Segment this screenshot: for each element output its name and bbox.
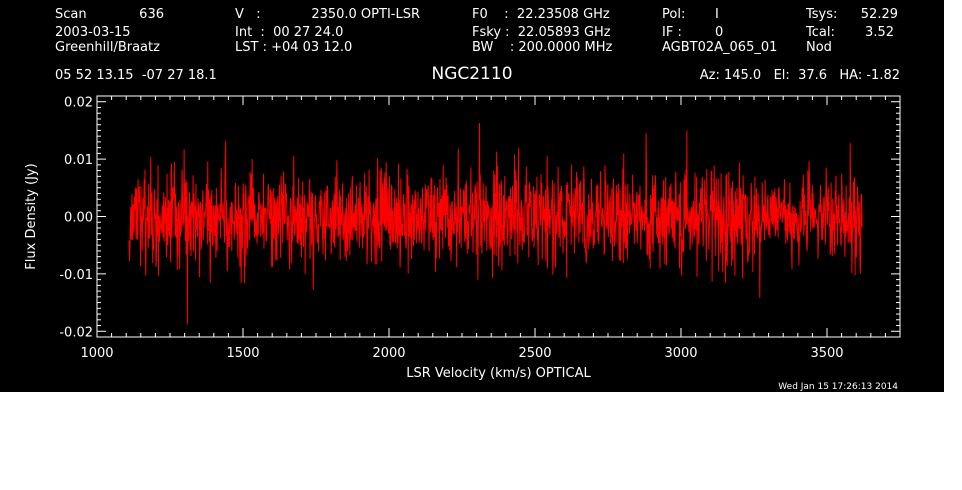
header-observers: Greenhill/Braatz (55, 40, 160, 55)
x-tick-label: 3000 (664, 346, 697, 361)
header-block: Scan 636 2003-03-15 Greenhill/Braatz V :… (55, 7, 900, 84)
y-axis-ticks: -0.02 -0.01 0.00 0.01 0.02 (59, 96, 900, 340)
header-lst: LST : +04 03 12.0 (235, 40, 352, 55)
x-tick-label: 3500 (810, 346, 843, 361)
x-tick-label: 2500 (518, 346, 551, 361)
header-scan-label: Scan (55, 7, 87, 22)
header-switching-mode: Nod (806, 40, 832, 55)
y-tick-label: -0.01 (59, 268, 93, 283)
header-tcal-value: 3.52 (865, 25, 894, 40)
header-pol-value: I (715, 7, 719, 22)
x-axis-ticks: 1000 1500 2000 2500 3000 3500 (80, 96, 901, 361)
x-tick-label: 1000 (80, 346, 113, 361)
spectrum-line (128, 122, 863, 325)
header-sky-frequency: Fsky : 22.05893 GHz (472, 25, 611, 40)
source-name: NGC2110 (431, 64, 512, 84)
header-bandwidth: BW : 200.0000 MHz (472, 40, 613, 55)
header-tsys-label: Tsys: (805, 7, 837, 22)
spectrum-trace-group (128, 122, 863, 325)
y-axis-label: Flux Density (Jy) (24, 163, 39, 269)
timestamp: Wed Jan 15 17:26:13 2014 (778, 382, 898, 392)
y-tick-label: 0.01 (64, 153, 93, 168)
header-rest-frequency: F0 : 22.23508 GHz (472, 7, 610, 22)
spectrum-plot: Scan 636 2003-03-15 Greenhill/Braatz V :… (0, 0, 944, 392)
y-tick-label: 0.02 (64, 96, 93, 111)
header-tsys-value: 52.29 (861, 7, 898, 22)
y-tick-label: -0.02 (59, 325, 93, 340)
header-date: 2003-03-15 (55, 25, 131, 40)
header-tcal-label: Tcal: (805, 25, 835, 40)
header-velocity-value: 2350.0 OPTI-LSR (311, 7, 420, 22)
header-if-label: IF : (662, 25, 682, 40)
header-integration: Int : 00 27 24.0 (235, 25, 343, 40)
header-pol-label: Pol: (662, 7, 685, 22)
header-if-value: 0 (715, 25, 723, 40)
header-pointing: Az: 145.0 El: 37.6 HA: -1.82 (700, 68, 900, 83)
x-tick-label: 2000 (372, 346, 405, 361)
header-coordinates: 05 52 13.15 -07 27 18.1 (55, 68, 217, 83)
spectrum-svg: Scan 636 2003-03-15 Greenhill/Braatz V :… (24, 7, 901, 392)
x-tick-label: 1500 (226, 346, 259, 361)
header-project: AGBT02A_065_01 (662, 40, 777, 55)
x-axis-label: LSR Velocity (km/s) OPTICAL (406, 366, 591, 381)
header-velocity-label: V : (235, 7, 261, 22)
header-scan-number: 636 (139, 7, 164, 22)
y-tick-label: 0.00 (64, 211, 93, 226)
